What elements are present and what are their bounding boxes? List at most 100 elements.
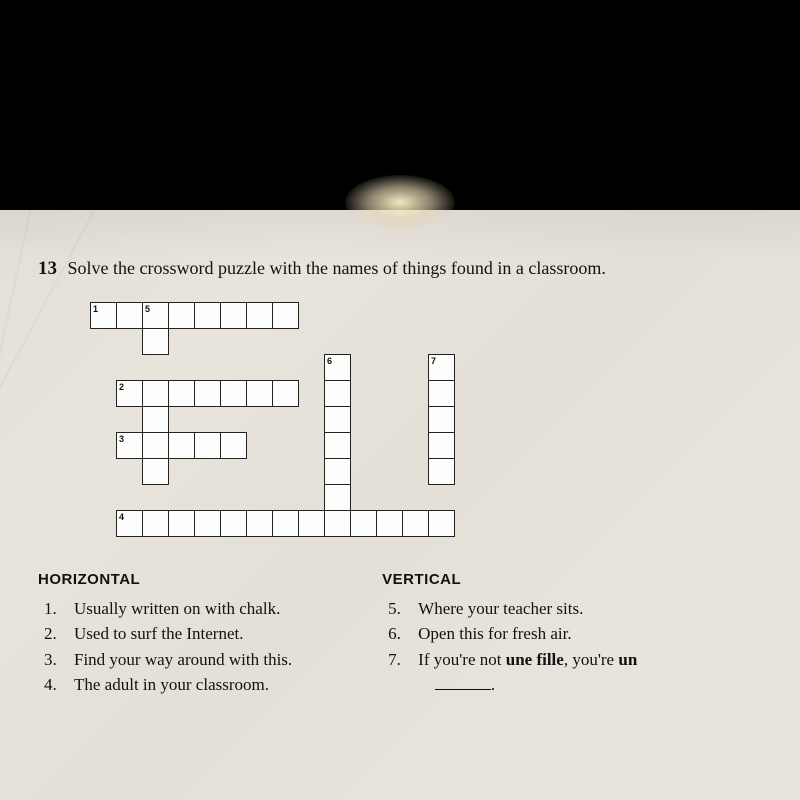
crossword-cell <box>403 433 429 459</box>
crossword-cell <box>117 329 143 355</box>
crossword-cell <box>377 485 403 511</box>
clue-text: Find your way around with this. <box>74 650 292 669</box>
crossword-cell <box>221 511 247 537</box>
crossword-cell <box>351 303 377 329</box>
crossword-cell <box>91 381 117 407</box>
clue-text: Open this for fresh air. <box>418 624 571 643</box>
crossword-cell <box>377 459 403 485</box>
clue-text: . <box>491 675 495 694</box>
clue-item: 5. Where your teacher sits. <box>404 596 637 622</box>
crossword-cell <box>429 329 455 355</box>
crossword-cell <box>403 303 429 329</box>
light-glare <box>345 175 455 230</box>
crossword-cell <box>429 485 455 511</box>
crossword-cell <box>273 433 299 459</box>
crossword-cell <box>299 329 325 355</box>
crossword-cell <box>325 433 351 459</box>
crossword-cell <box>91 459 117 485</box>
clue-number: 2. <box>60 621 74 647</box>
crossword-cell <box>351 381 377 407</box>
crossword-cell <box>91 433 117 459</box>
clue-text: , you're <box>564 650 619 669</box>
crossword-cell <box>143 329 169 355</box>
prompt-text: Solve the crossword puzzle with the name… <box>68 258 606 278</box>
crossword-cell <box>221 433 247 459</box>
crossword-cell <box>91 407 117 433</box>
crossword-cell <box>195 329 221 355</box>
crossword-cell <box>195 511 221 537</box>
crossword-cell: 7 <box>429 355 455 381</box>
crossword-cell <box>117 303 143 329</box>
crossword-cell <box>195 485 221 511</box>
crossword-cell <box>299 303 325 329</box>
crossword-cell <box>325 459 351 485</box>
crossword-cell <box>195 381 221 407</box>
crossword-cell <box>195 355 221 381</box>
crossword-cell <box>247 355 273 381</box>
crossword-cell <box>403 355 429 381</box>
vertical-clues: VERTICAL 5. Where your teacher sits.6. O… <box>382 569 637 698</box>
crossword-cell <box>273 511 299 537</box>
clue-text: The adult in your classroom. <box>74 675 269 694</box>
clue-text: Where your teacher sits. <box>418 599 583 618</box>
crossword-cell <box>221 303 247 329</box>
crossword-cell <box>429 511 455 537</box>
crossword-cell <box>273 407 299 433</box>
crossword-cell <box>351 485 377 511</box>
photo-black-band <box>0 0 800 210</box>
clue-item: 3. Find your way around with this. <box>60 647 292 673</box>
crossword-cell <box>377 407 403 433</box>
crossword-cell <box>299 511 325 537</box>
crossword-cell <box>91 485 117 511</box>
crossword-cell <box>143 485 169 511</box>
clue-text: If you're not <box>418 650 506 669</box>
crossword-cell <box>403 459 429 485</box>
clue-item: 2. Used to surf the Internet. <box>60 621 292 647</box>
crossword-cell <box>273 355 299 381</box>
crossword-cell <box>169 433 195 459</box>
crossword-cell <box>169 329 195 355</box>
crossword-cell <box>403 381 429 407</box>
fill-blank <box>435 689 491 690</box>
crossword-cell <box>169 459 195 485</box>
crossword-cell <box>221 407 247 433</box>
crossword-cell <box>169 407 195 433</box>
crossword-cell <box>377 511 403 537</box>
crossword-cell <box>143 381 169 407</box>
crossword-cell <box>221 355 247 381</box>
crossword-cell <box>143 511 169 537</box>
crossword-cell <box>117 407 143 433</box>
crossword-cell <box>403 329 429 355</box>
crossword-cell <box>299 355 325 381</box>
crossword-cell <box>351 329 377 355</box>
clue-item: 4. The adult in your classroom. <box>60 672 292 698</box>
crossword-cell <box>195 303 221 329</box>
crossword-cell <box>91 511 117 537</box>
clue-number: 7. <box>404 647 418 673</box>
crossword-cell <box>117 355 143 381</box>
crossword-cell <box>325 511 351 537</box>
crossword-cell <box>221 459 247 485</box>
clue-number: 5. <box>404 596 418 622</box>
crossword-cell <box>403 407 429 433</box>
cell-number: 3 <box>119 434 124 444</box>
crossword-cell <box>247 459 273 485</box>
horizontal-clues: HORIZONTAL 1. Usually written on with ch… <box>38 569 292 698</box>
crossword-cell: 4 <box>117 511 143 537</box>
clue-item: 6. Open this for fresh air. <box>404 621 637 647</box>
cell-number: 2 <box>119 382 124 392</box>
crossword-cell <box>169 355 195 381</box>
clue-number: 4. <box>60 672 74 698</box>
crossword-cell <box>325 485 351 511</box>
crossword-cell <box>351 511 377 537</box>
crossword-cell <box>377 433 403 459</box>
crossword-cell <box>273 459 299 485</box>
crossword-cell <box>247 433 273 459</box>
crossword-cell <box>273 303 299 329</box>
crossword-cell <box>429 459 455 485</box>
crossword-cell <box>169 303 195 329</box>
crossword-cell <box>91 329 117 355</box>
crossword-cell <box>117 459 143 485</box>
crossword-cell: 5 <box>143 303 169 329</box>
crossword-cell: 1 <box>91 303 117 329</box>
